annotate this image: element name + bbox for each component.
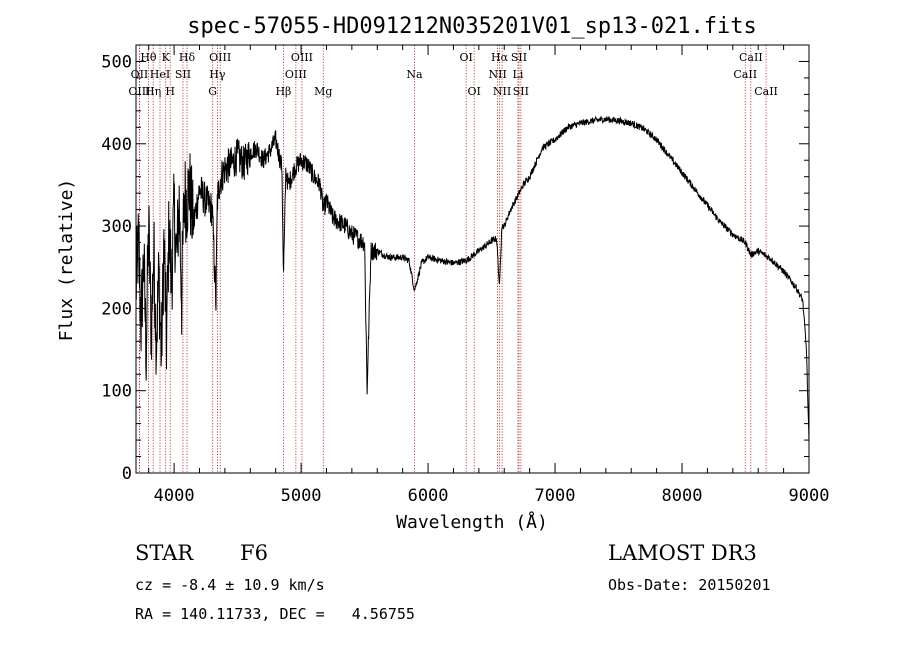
x-tick-label: 8000 (662, 486, 703, 506)
spectral-line-label: Hβ (275, 85, 291, 98)
spectral-line-label: Na (406, 68, 423, 81)
object-class: STAR (135, 541, 194, 565)
x-axis-ticks: 4000 5000 6000 7000 8000 9000 (148, 45, 830, 506)
redshift-info: cz = -8.4 ± 10.9 km/s (135, 576, 325, 594)
chart-title: spec-57055-HD091212N035201V01_sp13-021.f… (187, 14, 757, 39)
spectral-line-labels: HθOIIOIIIHηHeIKHSIIHδGHγOIIIHβOIIIOIIIMg… (128, 51, 778, 98)
spectral-line-label: Hα (491, 51, 509, 64)
spectral-line-markers (139, 45, 767, 473)
spectral-line-label: SII (511, 51, 527, 64)
y-tick-label: 100 (101, 382, 132, 402)
y-axis-label: Flux (relative) (56, 179, 77, 342)
spectral-line-label: Hδ (179, 51, 196, 64)
spectral-line-label: Hη (145, 85, 161, 98)
spectral-line-label: Li (513, 68, 524, 81)
spectral-line-label: CaII (739, 51, 763, 64)
spectral-line-label: OIII (128, 85, 150, 98)
spectral-line-label: NII (493, 85, 511, 98)
spectrum-line (135, 115, 810, 443)
x-tick-label: 9000 (789, 486, 830, 506)
spectral-line-label: K (162, 51, 171, 64)
y-tick-label: 200 (101, 299, 132, 319)
spectral-line-label: SII (175, 68, 191, 81)
spectral-line-label: OIII (291, 51, 313, 64)
x-tick-label: 7000 (535, 486, 576, 506)
spectral-line-label: Mg (314, 85, 332, 98)
y-tick-label: 500 (101, 52, 132, 72)
x-tick-label: 4000 (154, 486, 195, 506)
spectral-line-label: Hθ (140, 51, 157, 64)
y-axis-ticks: 0 100 200 300 400 500 (101, 44, 809, 484)
spectral-line-label: OIII (285, 68, 307, 81)
spectral-line-label: CaII (754, 85, 778, 98)
y-tick-label: 300 (101, 217, 132, 237)
spectral-line-label: Hγ (209, 68, 226, 81)
spectral-line-label: HeI (150, 68, 170, 81)
spectral-line-label: OII (131, 68, 149, 81)
spectral-line-label: NII (488, 68, 506, 81)
x-tick-label: 5000 (281, 486, 322, 506)
y-tick-label: 400 (101, 135, 132, 155)
object-subclass: F6 (240, 541, 268, 565)
spectral-line-label: G (208, 85, 217, 98)
spectrum-series (135, 115, 810, 443)
plot-frame (135, 44, 810, 474)
spectral-line-label: CaII (733, 68, 757, 81)
coordinates-info: RA = 140.11733, DEC = 4.56755 (135, 605, 415, 623)
observation-date: Obs-Date: 20150201 (608, 576, 771, 594)
spectral-line-label: OIII (209, 51, 231, 64)
y-tick-label: 0 (122, 464, 132, 484)
spectral-line-label: OI (459, 51, 472, 64)
spectral-line-label: OI (467, 85, 480, 98)
spectral-line-label: SII (513, 85, 529, 98)
survey-name: LAMOST DR3 (608, 541, 757, 565)
spectral-line-label: H (165, 85, 175, 98)
x-tick-label: 6000 (408, 486, 449, 506)
x-axis-label: Wavelength (Å) (396, 511, 548, 533)
